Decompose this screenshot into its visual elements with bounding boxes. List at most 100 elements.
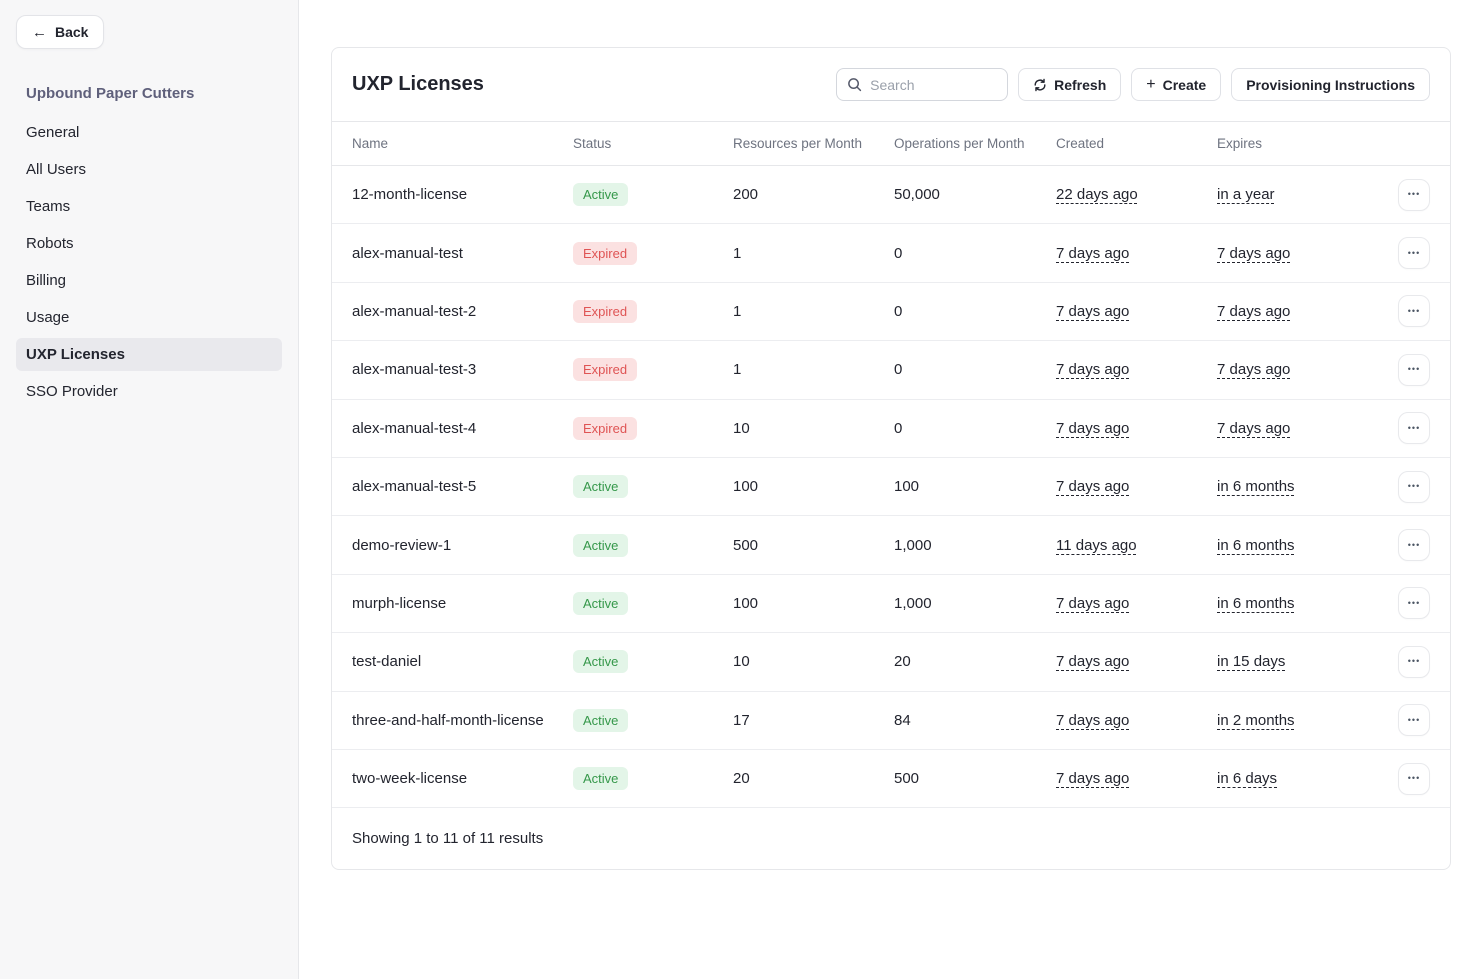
expires-cell: in 15 days [1217,653,1286,671]
license-name-cell: three-and-half-month-license [352,711,544,729]
status-cell: Active [573,767,733,791]
search-box[interactable] [836,68,1009,101]
resources-cell: 1 [733,361,742,379]
resources-cell: 100 [733,478,759,496]
status-badge: Active [573,650,629,674]
ellipsis-icon: ••• [1407,364,1421,375]
resources-cell: 1 [733,244,742,262]
status-cell: Expired [573,299,733,323]
ellipsis-icon: ••• [1407,773,1421,784]
sidebar-item-usage[interactable]: Usage [26,309,70,326]
expires-cell: in a year [1217,186,1275,204]
row-menu-button[interactable]: ••• [1398,587,1430,620]
table-row: 12-month-license Active 200 50,000 22 da… [332,166,1450,225]
sidebar-item-uxp-licenses[interactable]: UXP Licenses [16,338,282,371]
status-badge: Expired [573,241,638,265]
column-header-operations: Operations per Month [894,136,1025,151]
create-button[interactable]: + Create [1131,68,1222,101]
ellipsis-icon: ••• [1407,305,1421,316]
ellipsis-icon: ••• [1407,189,1421,200]
created-cell: 11 days ago [1056,536,1137,554]
resources-cell: 500 [733,536,759,554]
operations-cell: 1,000 [894,594,932,612]
row-menu-button[interactable]: ••• [1398,353,1430,386]
expires-cell: in 6 months [1217,536,1295,554]
sidebar-item-general[interactable]: General [26,124,80,141]
status-badge: Active [573,475,629,499]
column-header-created: Created [1056,136,1105,151]
row-menu-button[interactable]: ••• [1398,412,1430,445]
table-body: 12-month-license Active 200 50,000 22 da… [332,166,1450,809]
status-cell: Active [573,708,733,732]
status-badge: Active [573,591,629,615]
license-name-cell: demo-review-1 [352,536,452,554]
row-menu-button[interactable]: ••• [1398,470,1430,503]
sidebar-item-robots[interactable]: Robots [26,235,74,252]
created-cell: 7 days ago [1056,594,1130,612]
created-cell: 7 days ago [1056,770,1130,788]
license-name-cell: alex-manual-test [352,244,463,262]
license-name-cell: two-week-license [352,770,468,788]
provisioning-instructions-button[interactable]: Provisioning Instructions [1231,68,1430,101]
back-button[interactable]: ← Back [16,15,105,49]
ellipsis-icon: ••• [1407,247,1421,258]
sidebar-item-all-users[interactable]: All Users [26,161,87,178]
created-cell: 7 days ago [1056,302,1130,320]
resources-cell: 100 [733,594,759,612]
sidebar-item-billing[interactable]: Billing [26,272,67,289]
ellipsis-icon: ••• [1407,481,1421,492]
operations-cell: 50,000 [894,186,940,204]
created-cell: 7 days ago [1056,244,1130,262]
ellipsis-icon: ••• [1407,656,1421,667]
operations-cell: 20 [894,653,911,671]
page-title: UXP Licenses [352,73,484,95]
refresh-button[interactable]: Refresh [1018,68,1122,101]
operations-cell: 500 [894,770,920,788]
row-menu-button[interactable]: ••• [1398,295,1430,328]
operations-cell: 1,000 [894,536,932,554]
card-header: UXP Licenses Refresh + Crea [332,48,1450,122]
operations-cell: 0 [894,302,903,320]
created-cell: 7 days ago [1056,711,1130,729]
resources-cell: 10 [733,653,750,671]
column-header-expires: Expires [1217,136,1263,151]
column-header-name: Name [352,136,389,151]
status-cell: Active [573,650,733,674]
status-badge: Active [573,767,629,791]
license-name-cell: test-daniel [352,653,422,671]
row-menu-button[interactable]: ••• [1398,762,1430,795]
row-menu-button[interactable]: ••• [1398,237,1430,270]
expires-cell: in 2 months [1217,711,1295,729]
ellipsis-icon: ••• [1407,539,1421,550]
sidebar-item-teams[interactable]: Teams [26,198,71,215]
status-badge: Expired [573,299,638,323]
ellipsis-icon: ••• [1407,714,1421,725]
status-cell: Active [573,533,733,557]
operations-cell: 0 [894,361,903,379]
plus-icon: + [1146,75,1156,93]
refresh-button-label: Refresh [1054,76,1107,93]
expires-cell: 7 days ago [1217,244,1291,262]
back-arrow-icon: ← [32,23,47,41]
ellipsis-icon: ••• [1407,597,1421,608]
operations-cell: 0 [894,419,903,437]
main-content: UXP Licenses Refresh + Crea [299,0,1484,979]
row-menu-button[interactable]: ••• [1398,178,1430,211]
row-menu-button[interactable]: ••• [1398,645,1430,678]
row-menu-button[interactable]: ••• [1398,529,1430,562]
expires-cell: in 6 months [1217,594,1295,612]
licenses-card: UXP Licenses Refresh + Crea [331,47,1451,870]
created-cell: 7 days ago [1056,361,1130,379]
sidebar-item-sso-provider[interactable]: SSO Provider [26,383,118,400]
table-row: murph-license Active 100 1,000 7 days ag… [332,575,1450,634]
back-button-label: Back [55,24,89,40]
org-name: Upbound Paper Cutters [26,85,195,102]
resources-cell: 1 [733,302,742,320]
ellipsis-icon: ••• [1407,422,1421,433]
license-name-cell: murph-license [352,594,447,612]
resources-cell: 17 [733,711,750,729]
created-cell: 7 days ago [1056,478,1130,496]
table-row: demo-review-1 Active 500 1,000 11 days a… [332,516,1450,575]
row-menu-button[interactable]: ••• [1398,704,1430,737]
search-input[interactable] [870,76,998,93]
